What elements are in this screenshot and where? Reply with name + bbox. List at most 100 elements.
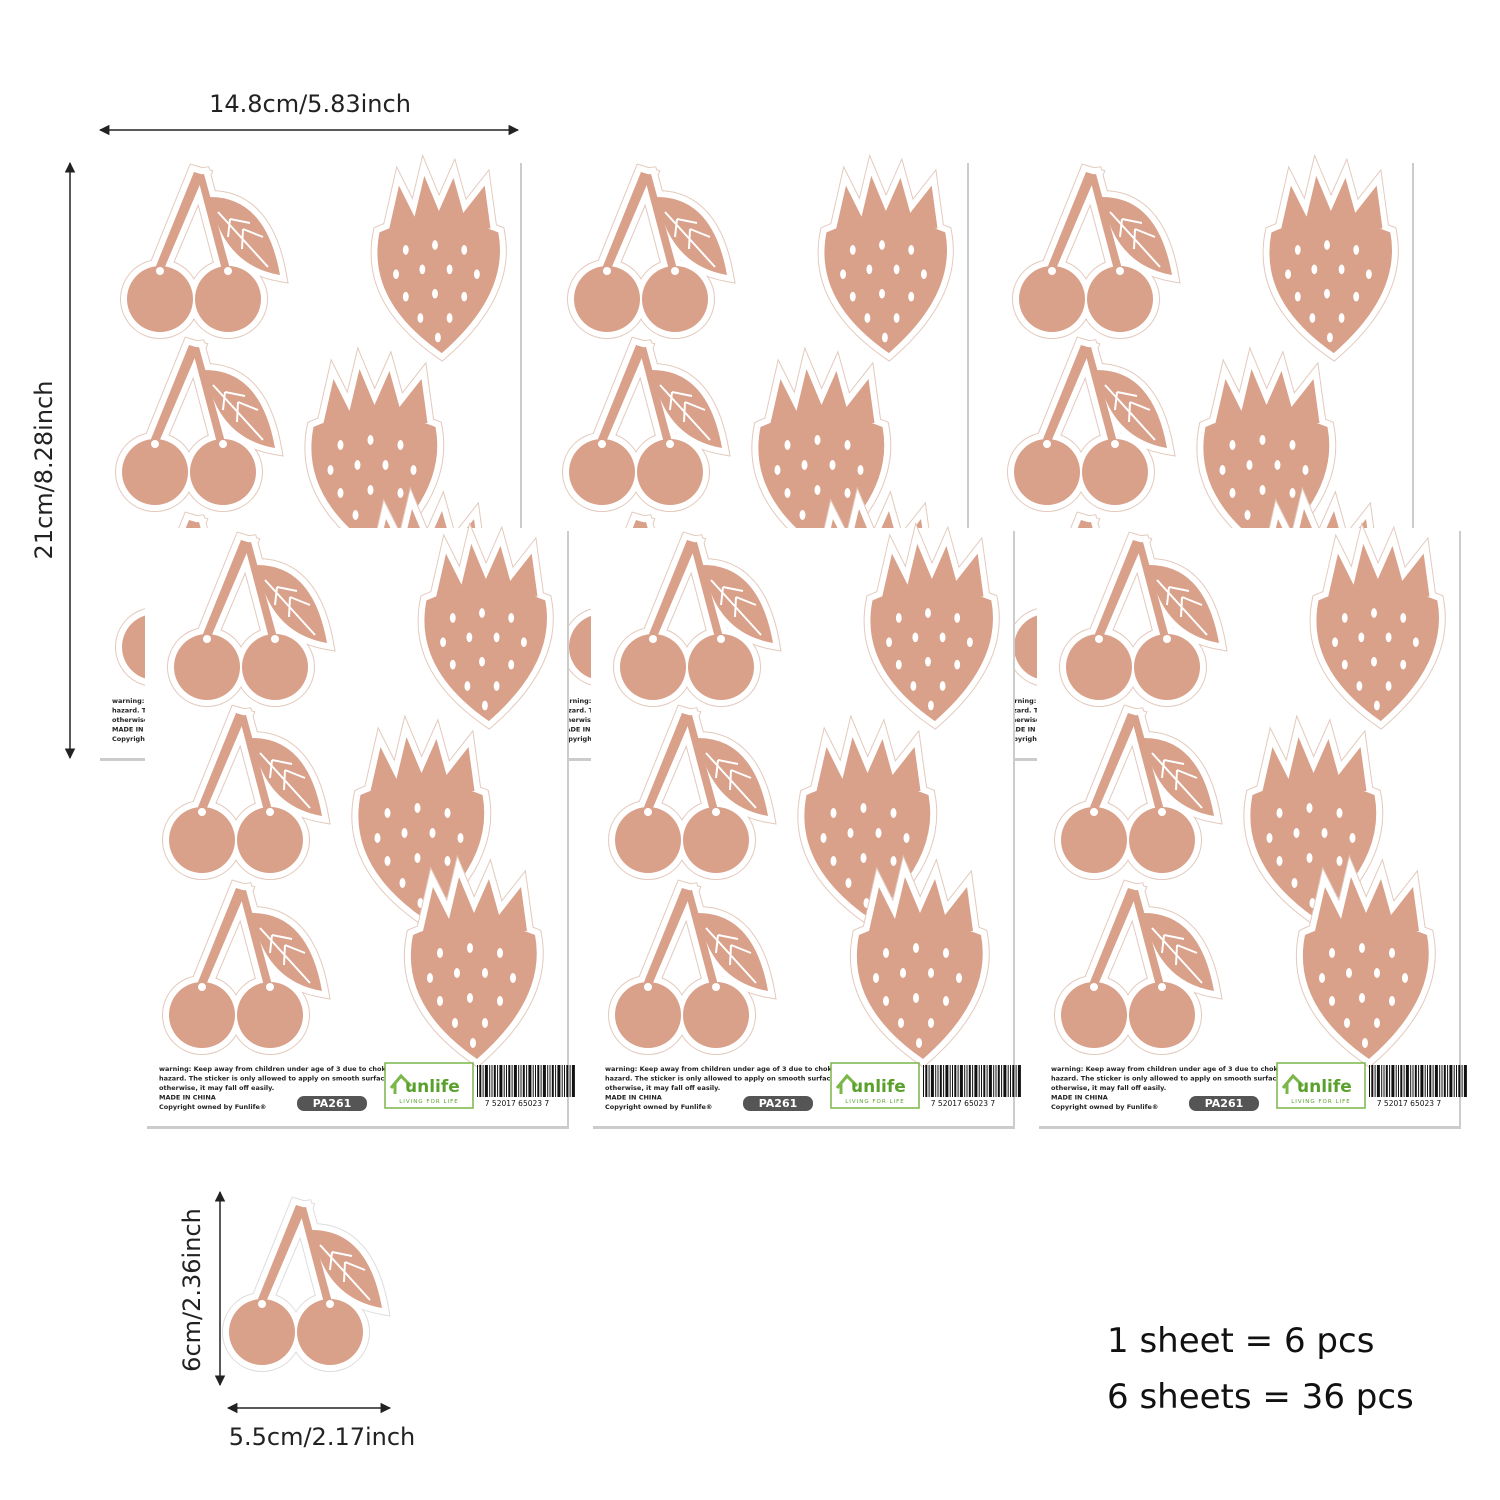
- barcode-bar: [479, 1065, 482, 1097]
- barcode-bar: [952, 1065, 953, 1097]
- barcode-bar: [497, 1065, 499, 1097]
- barcode-bar: [943, 1065, 945, 1097]
- brand-tagline: LIVING FOR LIFE: [845, 1099, 905, 1105]
- barcode-bar: [1441, 1065, 1443, 1097]
- barcode-bar: [551, 1065, 554, 1097]
- warning-text: warning: Keep away from children under a…: [1051, 1065, 1290, 1073]
- cherry-sticker: [228, 1204, 383, 1366]
- sheet-width-label: 14.8cm/5.83inch: [209, 90, 411, 118]
- barcode-bar: [995, 1065, 997, 1097]
- barcode-bar: [1001, 1065, 1003, 1097]
- barcode-bar: [1418, 1065, 1420, 1097]
- barcode-bar: [477, 1065, 478, 1097]
- code-badge: [297, 1096, 367, 1111]
- barcode-bar: [937, 1065, 939, 1097]
- barcode-bar: [526, 1065, 528, 1097]
- barcode-bar: [561, 1065, 563, 1097]
- barcode-bar: [945, 1065, 949, 1097]
- barcode-bar: [1461, 1065, 1463, 1097]
- barcode-bar: [964, 1065, 966, 1097]
- barcode-bar: [549, 1065, 551, 1097]
- barcode-bar: [1017, 1065, 1021, 1097]
- barcode-bar: [1439, 1065, 1441, 1097]
- barcode-bar: [1410, 1065, 1412, 1097]
- barcode-bar: [988, 1065, 992, 1097]
- barcode-bar: [939, 1065, 942, 1097]
- sticker-height-label: 6cm/2.36inch: [178, 1208, 206, 1372]
- barcode-bar: [972, 1065, 974, 1097]
- barcode-bar: [491, 1065, 493, 1097]
- barcode-bar: [513, 1065, 517, 1097]
- barcode-bar: [482, 1065, 484, 1097]
- barcode-bar: [511, 1065, 513, 1097]
- warning-text: MADE IN CHINA: [112, 726, 169, 734]
- logo-house: [389, 1073, 413, 1094]
- warning-text: MADE IN CHINA: [605, 1094, 662, 1102]
- barcode-bar: [986, 1065, 988, 1097]
- barcode-bar: [1374, 1065, 1376, 1097]
- barcode-bar: [1434, 1065, 1438, 1097]
- barcode-bar: [928, 1065, 930, 1097]
- barcode-bar: [571, 1065, 575, 1097]
- barcode-bar: [555, 1065, 557, 1097]
- barcode-bar: [1376, 1065, 1380, 1097]
- barcode-bar: [1429, 1065, 1432, 1097]
- barcode-bar: [930, 1065, 934, 1097]
- brand-tagline: LIVING FOR LIFE: [399, 1099, 459, 1105]
- barcode-bar: [484, 1065, 488, 1097]
- warning-text: warning: Keep away from children under a…: [605, 1065, 844, 1073]
- barcode-bar: [1369, 1065, 1370, 1097]
- summary-line: 1 sheet = 6 pcs: [1107, 1321, 1374, 1361]
- sheets: warning: Keep away from children under a…: [98, 160, 1467, 1129]
- barcode-bar: [925, 1065, 928, 1097]
- barcode-bar: [1383, 1065, 1385, 1097]
- barcode-bar: [520, 1065, 522, 1097]
- barcode-bar: [1456, 1065, 1457, 1097]
- logo-house: [835, 1073, 859, 1094]
- barcode-bar: [1458, 1065, 1461, 1097]
- barcode-bar: [1420, 1065, 1424, 1097]
- barcode-bar: [518, 1065, 520, 1097]
- warning-text: MADE IN CHINA: [559, 726, 616, 734]
- barcode-bar: [1447, 1065, 1449, 1097]
- barcode-bar: [1414, 1065, 1417, 1097]
- barcode-bar: [974, 1065, 978, 1097]
- barcode-bar: [1398, 1065, 1399, 1097]
- barcode-bar: [1405, 1065, 1409, 1097]
- logo-box: [1276, 1062, 1366, 1109]
- barcode-bar: [499, 1065, 503, 1097]
- barcode-bar: [923, 1065, 924, 1097]
- barcode-bar: [978, 1065, 980, 1097]
- barcode-bar: [1003, 1065, 1007, 1097]
- warning-text: MADE IN CHINA: [159, 1094, 216, 1102]
- sticker-width-label: 5.5cm/2.17inch: [229, 1423, 416, 1451]
- barcode-bar: [968, 1065, 971, 1097]
- brand-name: unlife: [1297, 1077, 1352, 1097]
- barcode-bar: [1010, 1065, 1011, 1097]
- barcode-bar: [489, 1065, 491, 1097]
- barcode-bar: [935, 1065, 937, 1097]
- barcode-bar: [959, 1065, 963, 1097]
- barcode-bar: [493, 1065, 496, 1097]
- barcode-bar: [1012, 1065, 1015, 1097]
- barcode-bar: [528, 1065, 532, 1097]
- code-badge: [743, 1096, 813, 1111]
- barcode-bar: [1395, 1065, 1397, 1097]
- barcode-bar: [997, 1065, 1000, 1097]
- barcode-bar: [1007, 1065, 1009, 1097]
- barcode-bar: [540, 1065, 542, 1097]
- barcode-bar: [966, 1065, 968, 1097]
- logo-box: [384, 1062, 474, 1109]
- barcode-bar: [569, 1065, 571, 1097]
- product-code: PA261: [313, 1097, 352, 1110]
- warning-text: warning: Keep away from children under a…: [159, 1065, 398, 1073]
- barcode-bar: [1389, 1065, 1391, 1097]
- barcode-number: 7 52017 65023 7: [1377, 1099, 1442, 1108]
- barcode-number: 7 52017 65023 7: [931, 1099, 996, 1108]
- sticker-sheet: warning: Keep away from children under a…: [145, 528, 575, 1129]
- warning-text: hazard. The sticker is only allowed to a…: [159, 1075, 391, 1083]
- warning-text: MADE IN CHINA: [1051, 1094, 1108, 1102]
- barcode-bar: [535, 1065, 536, 1097]
- warning-text: hazard. The sticker is only allowed to a…: [1051, 1075, 1283, 1083]
- barcode-bar: [547, 1065, 549, 1097]
